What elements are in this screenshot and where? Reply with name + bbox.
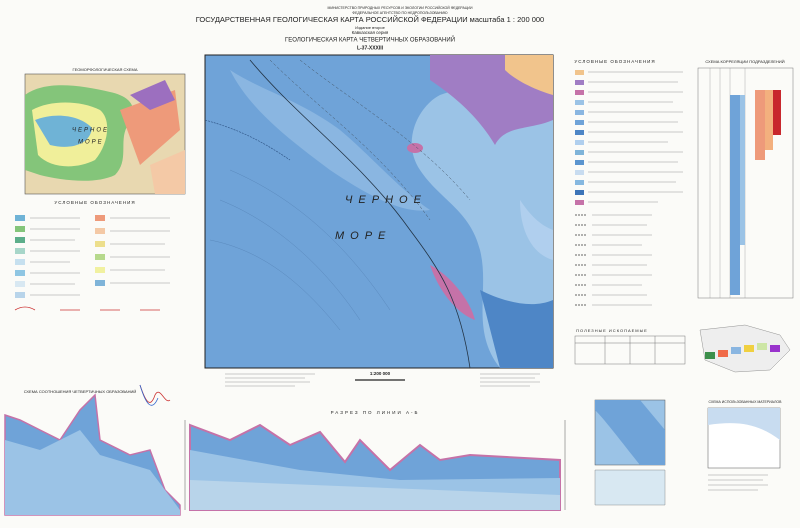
inset-map: ЧЕРНОЕ МОРЕ: [24, 73, 186, 195]
ministry: МИНИСТЕРСТВО ПРИРОДНЫХ РЕСУРСОВ И ЭКОЛОГ…: [328, 6, 473, 10]
relations-scheme: [4, 384, 181, 516]
inset-legend: [14, 215, 170, 311]
agency: ФЕДЕРАЛЬНОЕ АГЕНТСТВО ПО НЕДРОПОЛЬЗОВАНИ…: [352, 11, 448, 15]
title: ГОСУДАРСТВЕННАЯ ГЕОЛОГИЧЕСКАЯ КАРТА РОСС…: [196, 15, 544, 24]
inset-title: ГЕОМОРФОЛОГИЧЕСКАЯ СХЕМА: [72, 67, 137, 72]
map-sea: ЧЕРНОЕ: [345, 194, 427, 206]
correlation-scheme: [697, 67, 794, 299]
minerals-table: [574, 335, 686, 365]
main-map: ЧЕРНОЕ МОРЕ: [204, 54, 554, 369]
inset-legend-title: УСЛОВНЫЕ ОБОЗНАЧЕНИЯ: [54, 200, 135, 205]
map-notes: [225, 373, 540, 387]
scale-bar: 1:200 000: [355, 371, 405, 381]
minerals-title: ПОЛЕЗНЫЕ ИСКОПАЕМЫЕ: [576, 328, 648, 333]
small-map: [594, 399, 666, 506]
materials-title: СХЕМА ИСПОЛЬЗОВАННЫХ МАТЕРИАЛОВ: [709, 400, 783, 404]
relations-title: СХЕМА СООТНОШЕНИЯ ЧЕТВЕРТИЧНЫХ ОБРАЗОВАН…: [24, 389, 137, 394]
map-title: ГЕОЛОГИЧЕСКАЯ КАРТА ЧЕТВЕРТИЧНЫХ ОБРАЗОВ…: [285, 36, 455, 44]
correlation-title: СХЕМА КОРРЕЛЯЦИИ ПОДРАЗДЕЛЕНИЙ: [705, 59, 784, 64]
series: Кавказская серия: [352, 30, 389, 35]
materials-map: [707, 407, 781, 491]
sheet: L-37-XXXIII: [357, 45, 384, 51]
legend-title: УСЛОВНЫЕ ОБОЗНАЧЕНИЯ: [574, 59, 655, 64]
inset-sea: ЧЕРНОЕ: [72, 128, 109, 134]
edition: Издание второе: [355, 25, 385, 30]
map-sea: МОРЕ: [335, 230, 391, 242]
scale: 1:200 000: [370, 371, 391, 376]
legend-items: [575, 70, 683, 306]
inset-sea: МОРЕ: [78, 140, 104, 146]
location-scheme: [699, 324, 791, 373]
section-title: РАЗРЕЗ ПО ЛИНИИ А-Б: [331, 410, 420, 415]
section: [184, 420, 566, 511]
